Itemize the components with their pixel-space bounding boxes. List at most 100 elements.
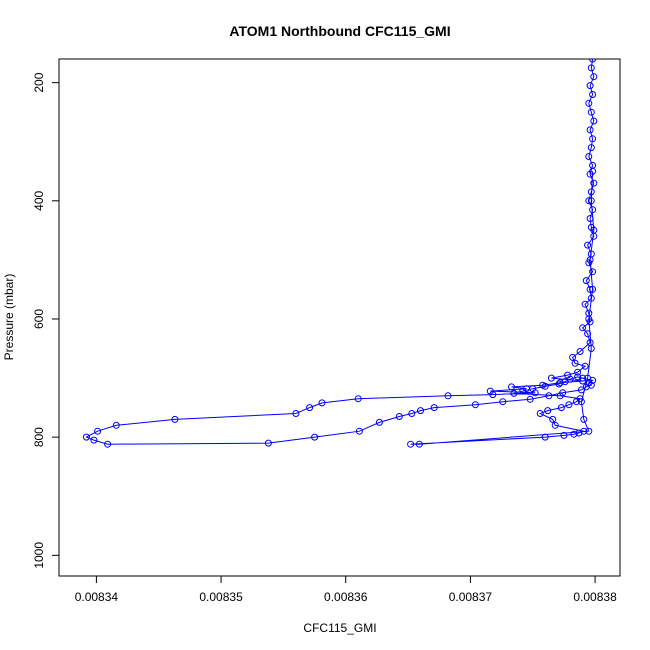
data-point <box>579 324 587 332</box>
data-point <box>587 345 595 352</box>
data-point <box>589 91 597 98</box>
data-point <box>586 126 594 134</box>
data-point <box>541 433 549 441</box>
data-point <box>82 433 90 441</box>
y-tick-label: 400 <box>32 190 46 210</box>
data-point <box>589 59 597 63</box>
data-point <box>586 256 594 264</box>
data-point <box>415 440 423 448</box>
data-point <box>590 73 598 81</box>
data-point <box>577 398 585 406</box>
y-axis: 200 400 600 800 1000 <box>32 72 60 569</box>
data-point <box>585 153 593 160</box>
data-point <box>586 285 594 293</box>
data-point <box>584 330 592 338</box>
data-point <box>587 197 595 205</box>
data-point <box>585 315 593 323</box>
data-point <box>306 404 314 412</box>
plot-frame <box>58 58 621 577</box>
x-tick-label: 0.00837 <box>449 590 493 604</box>
data-point <box>585 379 593 387</box>
data-point <box>551 421 559 429</box>
data-point <box>585 427 593 435</box>
data-point <box>508 383 515 391</box>
data-point <box>560 431 568 439</box>
data-point <box>395 413 403 420</box>
y-tick-label: 800 <box>32 427 46 447</box>
data-point <box>355 427 363 435</box>
x-tick-label: 0.00834 <box>75 590 119 604</box>
data-point <box>587 188 595 196</box>
data-point <box>318 399 326 407</box>
data-point <box>590 117 598 125</box>
data-point <box>574 373 582 381</box>
data-point <box>570 430 578 438</box>
data-point <box>556 392 564 400</box>
y-tick-label: 1000 <box>32 542 46 569</box>
data-point <box>541 382 549 390</box>
data-point <box>589 285 597 293</box>
data-point <box>408 410 416 417</box>
data-point <box>585 197 593 205</box>
data-point <box>292 410 300 417</box>
data-point <box>582 277 590 285</box>
data-point <box>547 374 555 382</box>
data-point <box>579 377 587 385</box>
data-point <box>561 378 569 386</box>
y-tick-label: 200 <box>32 72 46 92</box>
series-line <box>85 59 595 445</box>
plot-area <box>82 59 598 448</box>
data-point <box>586 82 594 90</box>
data-point <box>571 359 579 367</box>
data-point <box>587 64 595 72</box>
data-point <box>544 407 552 415</box>
data-point <box>589 135 597 143</box>
data-point <box>580 415 588 423</box>
data-point <box>574 368 582 376</box>
x-tick-label: 0.00836 <box>324 590 368 604</box>
data-point <box>580 427 588 435</box>
y-tick-label: 600 <box>32 309 46 329</box>
data-point <box>526 395 534 403</box>
x-tick-label: 0.00835 <box>199 590 243 604</box>
data-point <box>572 398 580 406</box>
data-point <box>556 379 564 387</box>
data-point <box>589 167 597 175</box>
data-point <box>576 348 584 355</box>
data-point <box>171 415 179 423</box>
data-point <box>579 374 587 382</box>
data-point <box>94 427 102 435</box>
data-point <box>444 392 452 400</box>
data-point <box>586 215 594 222</box>
data-point <box>536 410 544 417</box>
y-axis-label: Pressure (mbar) <box>2 274 16 361</box>
data-point <box>587 144 595 152</box>
chart-title: ATOM1 Northbound CFC115_GMI <box>229 23 450 39</box>
data-point <box>590 226 598 234</box>
data-point <box>587 108 595 116</box>
data-point <box>499 398 507 406</box>
data-point <box>577 386 585 394</box>
data-point <box>510 389 518 397</box>
data-point <box>581 300 589 308</box>
data-point <box>545 392 553 400</box>
data-point <box>589 206 597 214</box>
data-point <box>565 401 573 409</box>
data-point <box>471 401 479 409</box>
data-point <box>354 395 362 403</box>
data-point <box>557 404 565 412</box>
data-point <box>529 385 537 393</box>
x-axis: 0.00834 0.00835 0.00836 0.00837 0.00838 <box>75 575 617 604</box>
x-axis-label: CFC115_GMI <box>303 621 376 635</box>
data-point <box>575 429 583 437</box>
data-point <box>584 241 592 249</box>
x-tick-label: 0.00838 <box>573 590 617 604</box>
data-point <box>590 179 598 187</box>
data-point <box>519 387 527 395</box>
data-point <box>569 353 577 361</box>
data-point <box>311 433 319 441</box>
data-point <box>112 421 120 429</box>
data-point <box>407 440 415 448</box>
data-point <box>264 439 272 447</box>
